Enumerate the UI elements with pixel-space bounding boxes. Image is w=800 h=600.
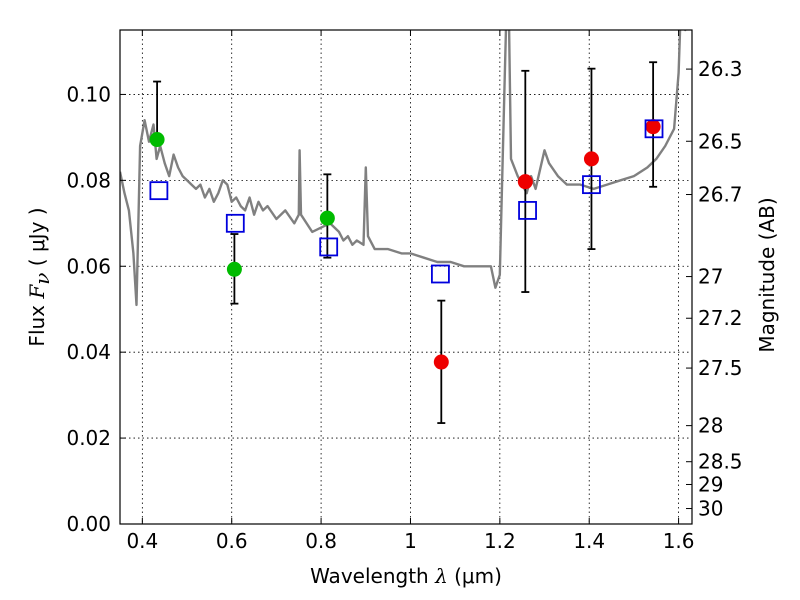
y-tick-label: 0.10	[66, 82, 111, 106]
observed-point-red	[517, 174, 533, 190]
model-photometry-square	[149, 181, 169, 201]
x-tick-label: 0.6	[216, 529, 248, 553]
x-axis-label: Wavelength λ (μm)	[310, 564, 502, 588]
plot-area	[120, 30, 687, 424]
observed-point-green	[226, 261, 242, 277]
x-tick-label: 1	[404, 529, 417, 553]
y-tick-label: 0.06	[66, 254, 111, 278]
model-photometry-square	[644, 119, 664, 139]
axis-ticks: 0.4 0.6 0.8 1 1.2 1.4 1.6 0.00 0.02 0.04 0.06 0.08 0…	[66, 30, 743, 553]
mag-tick-label: 29	[698, 472, 723, 496]
model-photometry-square	[319, 237, 339, 257]
observed-point-green	[149, 132, 165, 148]
observed-point-red	[645, 119, 661, 135]
observed-point-green	[319, 210, 335, 226]
magnitude-axis-label: Magnitude (AB)	[755, 197, 779, 352]
y-tick-label: 0.08	[66, 168, 111, 192]
mag-tick-label: 26.5	[698, 129, 743, 153]
plot-frame	[119, 29, 693, 525]
x-tick-label: 1.6	[663, 529, 695, 553]
model-photometry-square	[225, 213, 245, 233]
mag-tick-label: 27.2	[698, 306, 743, 330]
x-tick-label: 0.8	[305, 529, 337, 553]
model-photometry-square	[431, 264, 450, 284]
mag-tick-label: 27.5	[698, 356, 743, 380]
y-axis-label: Flux Fν ( μJy )	[25, 207, 54, 346]
mag-tick-label: 27	[698, 265, 723, 289]
y-tick-label: 0.02	[66, 426, 111, 450]
mag-tick-label: 28.5	[698, 450, 743, 474]
model-photometry-square	[518, 201, 537, 220]
mag-tick-label: 30	[698, 497, 723, 521]
mag-tick-label: 26.7	[698, 183, 743, 207]
template-spectrum-line	[120, 30, 687, 307]
y-tick-label: 0.00	[66, 512, 111, 536]
observed-point-red	[583, 151, 599, 167]
x-tick-label: 1.2	[484, 529, 516, 553]
y-tick-label: 0.04	[66, 340, 111, 364]
observed-point-red	[433, 354, 449, 370]
x-tick-label: 1.4	[573, 529, 605, 553]
x-tick-label: 0.4	[126, 529, 158, 553]
model-photometry-square	[582, 175, 601, 195]
mag-tick-label: 26.3	[698, 57, 743, 81]
grid-lines	[120, 30, 692, 525]
mag-tick-label: 28	[698, 414, 723, 438]
